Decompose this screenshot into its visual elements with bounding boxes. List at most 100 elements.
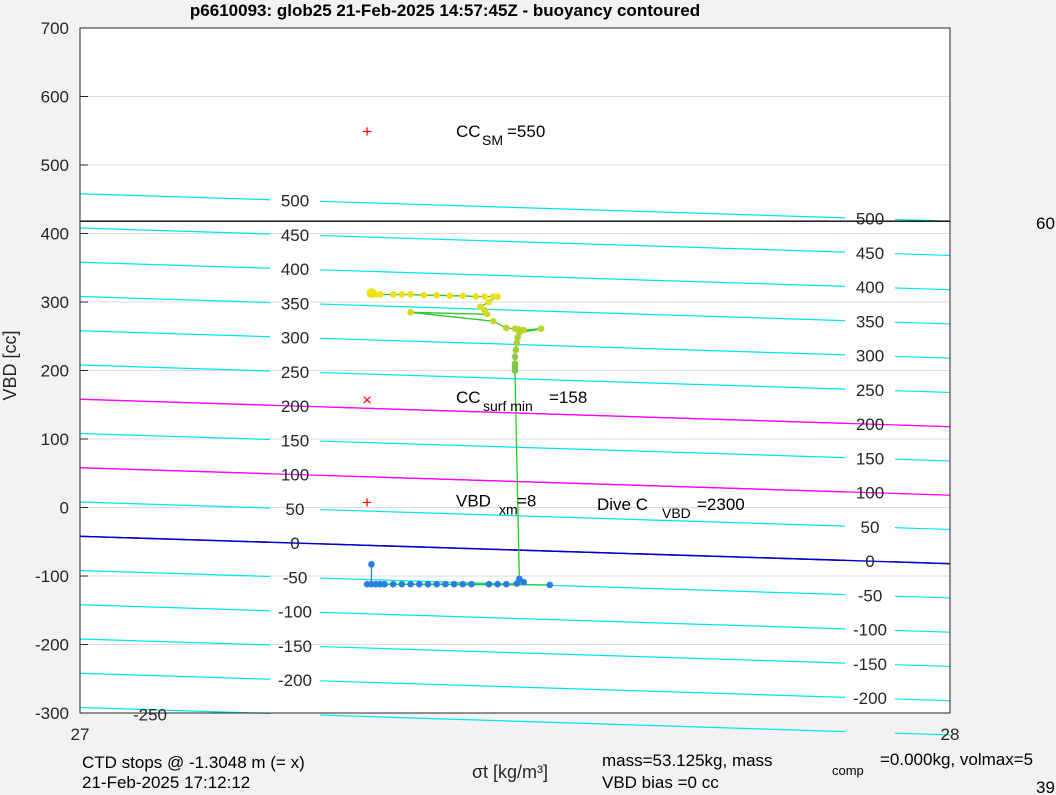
track-point bbox=[389, 291, 397, 298]
mass-text-a: mass=53.125kg, mass bbox=[602, 751, 773, 770]
contour-label-right: -100 bbox=[853, 621, 887, 640]
dive-c-annotation-base: Dive C bbox=[597, 495, 648, 514]
track-point bbox=[420, 291, 427, 299]
track-point bbox=[446, 292, 454, 300]
y-tick-label: 100 bbox=[41, 430, 69, 449]
buoyancy-contours bbox=[79, 193, 951, 736]
contour-label-right: 100 bbox=[856, 484, 884, 503]
dive-c-annotation-sub: VBD bbox=[662, 505, 691, 521]
contour-line bbox=[894, 732, 951, 736]
contour-line bbox=[79, 672, 271, 680]
contour-line bbox=[79, 227, 271, 235]
track-point bbox=[376, 291, 384, 298]
contour-label-right: 400 bbox=[856, 278, 884, 297]
track-point bbox=[511, 353, 519, 361]
contour-label-right: 300 bbox=[856, 347, 884, 366]
contour-line bbox=[79, 330, 271, 338]
track-point bbox=[398, 580, 406, 588]
contour-line bbox=[319, 680, 846, 698]
contour-line bbox=[79, 364, 271, 372]
contour-line bbox=[894, 253, 951, 257]
limit-contour-line bbox=[79, 398, 951, 428]
contour-line bbox=[319, 645, 846, 664]
track-point bbox=[389, 580, 397, 588]
contour-label-left: 400 bbox=[281, 260, 309, 279]
contour-line bbox=[894, 321, 951, 325]
timestamp-text: 21-Feb-2025 17:12:12 bbox=[82, 773, 250, 792]
markers: + × + bbox=[362, 122, 372, 512]
y-tick-label: 600 bbox=[41, 88, 69, 107]
mass-text-b: =0.000kg, volmax=5 bbox=[880, 750, 1033, 769]
neutral-contour-line bbox=[79, 535, 951, 565]
track-point bbox=[368, 561, 375, 568]
dive-c-annotation-value: =2300 bbox=[697, 495, 745, 514]
contour-labels: 5005004504504004003503503003002502502002… bbox=[133, 192, 887, 725]
track-point bbox=[481, 293, 488, 300]
contour-line bbox=[894, 595, 951, 599]
contour-line bbox=[79, 569, 271, 578]
contour-label-right: 50 bbox=[861, 518, 880, 537]
contour-line bbox=[319, 714, 846, 733]
contour-line bbox=[894, 698, 951, 702]
vbd-bias-text: VBD bias =0 cc bbox=[602, 773, 719, 792]
contour-label-left: -200 bbox=[278, 671, 312, 690]
contour-label-right: -200 bbox=[853, 689, 887, 708]
track-point bbox=[494, 580, 501, 588]
corner-number: 39 bbox=[1036, 778, 1055, 795]
contour-label-right: -150 bbox=[853, 655, 887, 674]
contour-line bbox=[319, 611, 846, 630]
y-tick-label: -200 bbox=[35, 636, 69, 655]
contour-line bbox=[79, 193, 271, 201]
track-point bbox=[433, 580, 441, 588]
contour-label-right: -50 bbox=[858, 586, 883, 605]
contour-label-left: -250 bbox=[133, 705, 167, 724]
contour-label-right: 450 bbox=[856, 244, 884, 263]
contour-label-left: 250 bbox=[281, 363, 309, 382]
track-point bbox=[537, 325, 545, 333]
track-point bbox=[511, 367, 519, 374]
track-point bbox=[398, 291, 406, 298]
track-point bbox=[459, 580, 467, 588]
contour-line bbox=[319, 440, 846, 459]
contour-label-right: 350 bbox=[856, 312, 884, 331]
contour-line bbox=[79, 604, 271, 612]
contour-label-left: 300 bbox=[281, 329, 309, 348]
track-point bbox=[512, 346, 520, 354]
track-point bbox=[489, 317, 497, 325]
track-point bbox=[407, 308, 414, 316]
contour-label-left: 150 bbox=[281, 431, 309, 450]
contour-line bbox=[79, 501, 271, 509]
track-point bbox=[514, 334, 521, 341]
cc-sm-annotation-value: =550 bbox=[507, 122, 545, 141]
track-point bbox=[483, 311, 491, 318]
contour-label-right: 250 bbox=[856, 381, 884, 400]
track-point bbox=[363, 580, 371, 588]
ctd-stops-text: CTD stops @ -1.3048 m (= x) bbox=[82, 753, 305, 772]
contour-label-right: 200 bbox=[856, 415, 884, 434]
track-point bbox=[450, 580, 458, 588]
track-point bbox=[494, 293, 501, 300]
contour-line bbox=[894, 390, 951, 394]
contour-line bbox=[319, 303, 846, 322]
cc-surf-annotation-value: =158 bbox=[549, 388, 587, 407]
cc-surf-annotation-base: CC bbox=[456, 388, 481, 407]
contour-line bbox=[319, 371, 846, 390]
track-point bbox=[520, 578, 527, 586]
contour-label-right: 500 bbox=[856, 210, 884, 229]
track-point bbox=[459, 292, 467, 300]
y-tick-label: 300 bbox=[41, 293, 69, 312]
y-tick-label: 500 bbox=[41, 156, 69, 175]
contour-line bbox=[894, 287, 951, 291]
contour-label-left: 500 bbox=[281, 192, 309, 211]
contour-line bbox=[319, 577, 846, 596]
contour-label-right: 0 bbox=[865, 552, 874, 571]
contour-line bbox=[894, 527, 951, 531]
contour-label-left: 350 bbox=[281, 294, 309, 313]
contour-line bbox=[894, 629, 951, 633]
track-point bbox=[433, 291, 441, 299]
contour-line bbox=[319, 234, 846, 253]
contour-label-left: 100 bbox=[281, 466, 309, 485]
x-axis-label: σt [kg/m³] bbox=[472, 762, 548, 782]
track-point bbox=[485, 298, 493, 306]
